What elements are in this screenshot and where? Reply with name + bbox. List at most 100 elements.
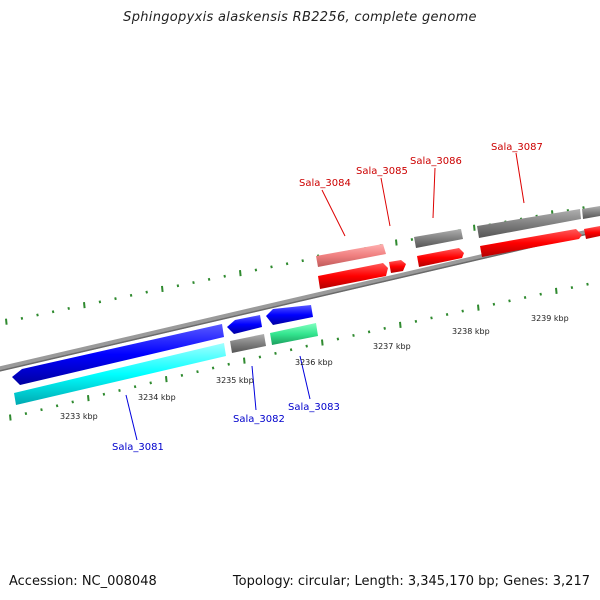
feature-sala-3082-gene[interactable] bbox=[230, 334, 266, 353]
kbp-label: 3233 kbp bbox=[60, 412, 98, 421]
minor-tick bbox=[301, 259, 304, 263]
minor-tick bbox=[192, 281, 195, 285]
minor-tick bbox=[336, 337, 340, 341]
feature-sala-3082-cds[interactable] bbox=[227, 315, 262, 334]
kbp-label: 3234 kbp bbox=[138, 393, 176, 402]
major-tick bbox=[161, 285, 164, 293]
minor-tick bbox=[410, 238, 414, 241]
minor-tick bbox=[176, 284, 180, 288]
minor-tick bbox=[305, 344, 308, 348]
feature-sala-3081-misc[interactable] bbox=[14, 343, 226, 405]
major-tick bbox=[555, 287, 558, 294]
kbp-label: 3238 kbp bbox=[452, 327, 490, 336]
minor-tick bbox=[227, 362, 230, 366]
minor-tick bbox=[24, 412, 28, 416]
minor-tick bbox=[55, 404, 59, 408]
label-sala-3084[interactable]: Sala_3084 bbox=[299, 178, 351, 189]
leader-sala-3084 bbox=[321, 189, 346, 237]
minor-tick bbox=[539, 292, 542, 296]
major-tick bbox=[87, 394, 90, 402]
minor-tick bbox=[461, 309, 464, 313]
feature-sala-3086-cds[interactable] bbox=[417, 248, 464, 267]
major-tick bbox=[399, 321, 402, 328]
leader-sala-3086 bbox=[432, 167, 436, 219]
label-sala-3081[interactable]: Sala_3081 bbox=[112, 442, 164, 453]
label-sala-3085[interactable]: Sala_3085 bbox=[356, 166, 408, 177]
kbp-label: 3237 kbp bbox=[373, 342, 411, 351]
label-sala-3087[interactable]: Sala_3087 bbox=[491, 142, 543, 153]
accession-text: Accession: NC_008048 bbox=[9, 574, 157, 589]
minor-tick bbox=[445, 313, 449, 316]
major-tick bbox=[5, 318, 8, 325]
major-tick bbox=[395, 239, 398, 246]
feature-sala-3087-gene[interactable] bbox=[477, 209, 581, 238]
minor-tick bbox=[285, 262, 289, 266]
minor-tick bbox=[71, 400, 74, 404]
minor-tick bbox=[98, 300, 102, 304]
label-sala-3082[interactable]: Sala_3082 bbox=[233, 414, 285, 425]
minor-tick bbox=[180, 373, 184, 377]
minor-tick bbox=[492, 302, 496, 306]
feature-sala-3084-gene[interactable] bbox=[316, 244, 386, 267]
minor-tick bbox=[114, 297, 117, 301]
feature-next-cds[interactable] bbox=[584, 226, 600, 239]
major-tick bbox=[165, 376, 168, 383]
minor-tick bbox=[352, 333, 355, 337]
minor-tick bbox=[274, 351, 277, 355]
feature-sala-3087-cds[interactable] bbox=[480, 229, 582, 257]
feature-sala-3084-cds[interactable] bbox=[318, 263, 388, 289]
minor-tick bbox=[258, 355, 262, 359]
kbp-label: 3239 kbp bbox=[531, 314, 569, 323]
leader-sala-3081 bbox=[125, 394, 138, 441]
map-title: Sphingopyxis alaskensis RB2256, complete… bbox=[123, 10, 477, 25]
leader-sala-3087 bbox=[515, 152, 525, 204]
feature-sala-3085-cds[interactable] bbox=[389, 260, 406, 273]
minor-tick bbox=[508, 299, 511, 303]
minor-tick bbox=[36, 313, 39, 317]
gene-labels: Sala_3084 Sala_3085 Sala_3086 Sala_3087 … bbox=[112, 142, 543, 453]
forward-features bbox=[316, 206, 600, 289]
minor-tick bbox=[223, 274, 226, 278]
leader-sala-3083 bbox=[299, 355, 311, 400]
major-tick bbox=[477, 304, 480, 311]
scale-ticks bbox=[5, 206, 589, 421]
kbp-label: 3236 kbp bbox=[295, 358, 333, 367]
feature-sala-3083-cds[interactable] bbox=[266, 305, 313, 325]
minor-tick bbox=[570, 286, 574, 290]
label-sala-3083[interactable]: Sala_3083 bbox=[288, 402, 340, 413]
label-sala-3086[interactable]: Sala_3086 bbox=[410, 156, 462, 167]
leader-sala-3085 bbox=[380, 177, 391, 227]
minor-tick bbox=[211, 366, 215, 370]
minor-tick bbox=[20, 316, 24, 320]
major-tick bbox=[321, 339, 324, 346]
backbone-shadow bbox=[0, 230, 600, 372]
feature-next-gene[interactable] bbox=[582, 206, 600, 219]
minor-tick bbox=[430, 316, 433, 320]
minor-tick bbox=[196, 370, 199, 374]
minor-tick bbox=[133, 385, 137, 389]
minor-tick bbox=[582, 206, 585, 210]
minor-tick bbox=[586, 282, 589, 286]
minor-tick bbox=[149, 381, 152, 385]
feature-sala-3086-gene[interactable] bbox=[414, 229, 463, 248]
minor-tick bbox=[207, 277, 211, 281]
minor-tick bbox=[367, 330, 371, 334]
minor-tick bbox=[102, 392, 106, 396]
minor-tick bbox=[118, 388, 121, 392]
kbp-labels: 3233 kbp 3234 kbp 3235 kbp 3236 kbp 3237… bbox=[60, 314, 569, 421]
major-tick bbox=[9, 414, 12, 421]
feature-sala-3081-cds[interactable] bbox=[12, 324, 224, 385]
minor-tick bbox=[414, 319, 418, 323]
minor-tick bbox=[67, 306, 70, 310]
label-leaders bbox=[125, 152, 525, 441]
minor-tick bbox=[40, 408, 43, 412]
minor-tick bbox=[129, 293, 133, 297]
feature-sala-3083-misc[interactable] bbox=[270, 323, 318, 345]
minor-tick bbox=[523, 296, 527, 300]
major-tick bbox=[243, 357, 246, 364]
reverse-features bbox=[12, 305, 318, 405]
genome-summary-text: Topology: circular; Length: 3,345,170 bp… bbox=[232, 574, 590, 589]
major-tick bbox=[83, 302, 86, 309]
minor-tick bbox=[254, 268, 258, 272]
